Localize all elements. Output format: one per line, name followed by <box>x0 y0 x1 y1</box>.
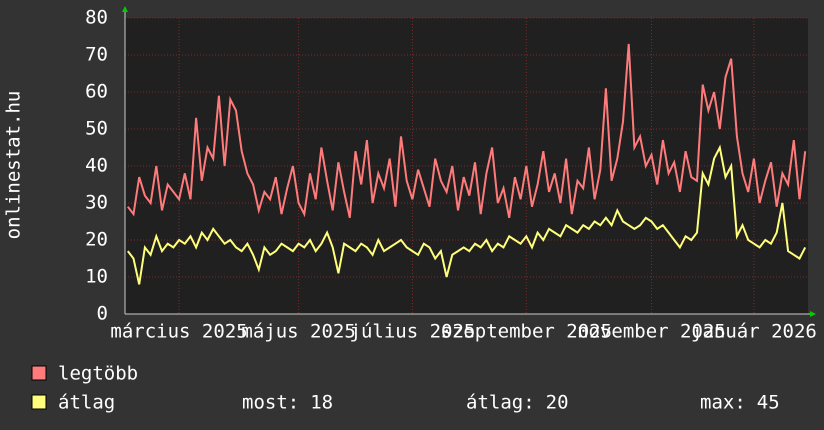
legend-swatch <box>31 365 47 381</box>
y-axis-label: onlinestat.hu <box>3 91 25 240</box>
stat-label: most: <box>242 392 299 414</box>
stat-label: max: <box>700 392 746 414</box>
legend-swatch <box>31 394 47 410</box>
y-tick-label: 0 <box>97 303 108 325</box>
stat-value: 45 <box>757 392 780 414</box>
y-arrow <box>122 6 128 12</box>
stat-value: 20 <box>546 392 569 414</box>
y-tick-label: 70 <box>85 44 108 66</box>
legend-label: legtöbb <box>58 363 138 385</box>
x-tick-label: január 2026 <box>691 321 817 343</box>
legend-label: átlag <box>58 392 115 414</box>
x-tick-label: május 2025 <box>241 321 355 343</box>
series-line <box>127 144 807 285</box>
x-tick-label: szeptember 2025 <box>440 321 612 343</box>
stat-label: átlag: <box>466 392 535 414</box>
y-tick-label: 30 <box>85 192 108 214</box>
series-line <box>127 43 807 219</box>
legend: legtöbb átlag most: 18 átlag: 20 max: 45 <box>31 363 780 414</box>
x-tick-label: július 2025 <box>350 321 476 343</box>
x-tick-label: március 2025 <box>110 321 247 343</box>
y-tick-label: 10 <box>85 266 108 288</box>
y-tick-label: 40 <box>85 155 108 177</box>
x-arrow <box>810 311 816 317</box>
stat-value: 18 <box>310 392 333 414</box>
y-tick-label: 50 <box>85 118 108 140</box>
plot-area <box>125 18 808 314</box>
y-tick-label: 20 <box>85 229 108 251</box>
x-tick-label: november 2025 <box>577 321 726 343</box>
y-tick-label: 80 <box>85 7 108 29</box>
y-tick-label: 60 <box>85 81 108 103</box>
lines <box>127 43 807 285</box>
